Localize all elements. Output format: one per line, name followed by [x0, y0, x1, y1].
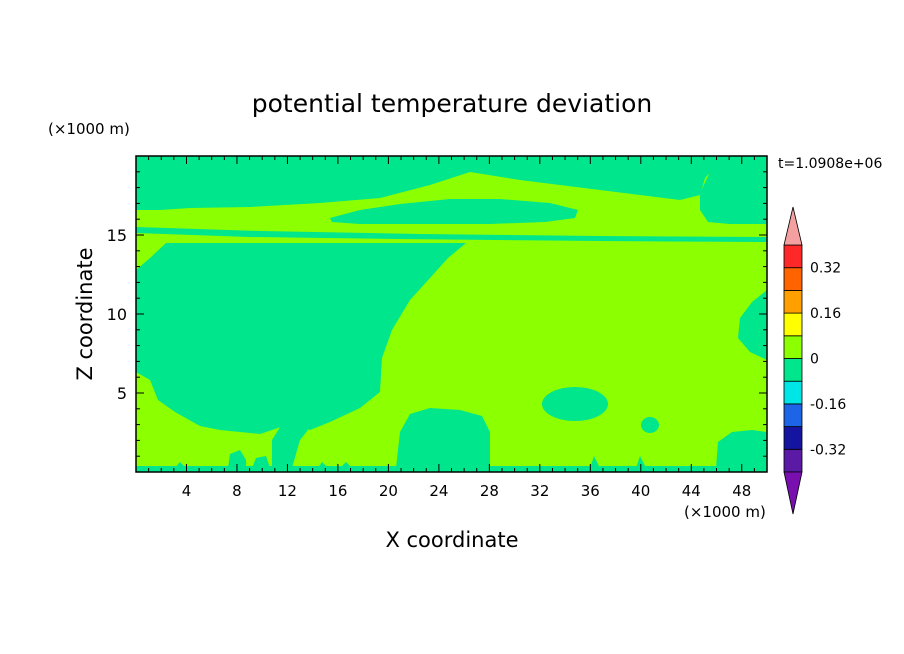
- contour-region-top: [136, 156, 767, 210]
- colorbar-band: [783, 312, 803, 337]
- y-unit-label: (×1000 m): [48, 120, 130, 138]
- x-tick-label: 16: [328, 482, 347, 500]
- x-tick-label: 40: [631, 482, 650, 500]
- colorbar-band: [783, 289, 803, 314]
- contour-region-lower-center: [396, 408, 490, 468]
- contour-region-oval: [542, 387, 608, 421]
- colorbar-band: [783, 244, 803, 269]
- contour-region-right: [738, 290, 767, 360]
- x-tick-label: 28: [480, 482, 499, 500]
- contour-region-lens: [330, 199, 578, 224]
- chart-title: potential temperature deviation: [252, 89, 652, 118]
- colorbar-label: 0.16: [810, 306, 841, 322]
- colorbar-band: [783, 267, 803, 291]
- x-tick-label: 32: [530, 482, 549, 500]
- contour-region-top-right: [700, 156, 767, 224]
- contour-field: [136, 156, 767, 472]
- x-tick-label: 4: [182, 482, 192, 500]
- colorbar-label: -0.32: [810, 442, 846, 458]
- colorbar-label: 0.32: [810, 261, 841, 277]
- y-tick-label: 15: [107, 226, 127, 245]
- colorbar-over-arrow: [783, 206, 803, 246]
- colorbar-under-arrow: [783, 471, 803, 515]
- contour-region-bottom-bumps: [175, 420, 646, 468]
- contour-region-left: [136, 243, 466, 434]
- contour-region-dot: [641, 417, 659, 433]
- x-tick-label: 24: [429, 482, 448, 500]
- colorbar-label: 0: [810, 352, 819, 368]
- x-tick-label: 48: [732, 482, 751, 500]
- x-tick-label: 44: [682, 482, 701, 500]
- colorbar-band: [783, 403, 803, 427]
- x-tick-label: 8: [232, 482, 242, 500]
- colorbar-band: [783, 335, 803, 359]
- x-axis-label: X coordinate: [385, 528, 518, 552]
- colorbar-label: -0.16: [810, 397, 846, 413]
- colorbar-band: [783, 448, 803, 473]
- y-axis-label: Z coordinate: [73, 247, 97, 380]
- colorbar-band: [783, 380, 803, 405]
- x-tick-label: 12: [278, 482, 297, 500]
- time-label: t=1.0908e+06: [778, 156, 882, 172]
- x-unit-label: (×1000 m): [684, 503, 766, 521]
- colorbar: 0.32 0.16 0 -0.16 -0.32: [783, 206, 846, 515]
- x-tick-label: 36: [581, 482, 600, 500]
- x-tick-label: 20: [379, 482, 398, 500]
- contour-region-bottom-right: [716, 430, 767, 468]
- y-tick-label: 10: [107, 305, 127, 324]
- contour-region-strip: [136, 227, 767, 242]
- colorbar-band: [783, 358, 803, 382]
- y-tick-label: 5: [117, 384, 127, 403]
- x-axis: 4 8 12 16 20 24 28 32 36 40 44 48: [148, 156, 755, 500]
- colorbar-band: [783, 426, 803, 450]
- y-axis: 5 10 15: [107, 171, 767, 457]
